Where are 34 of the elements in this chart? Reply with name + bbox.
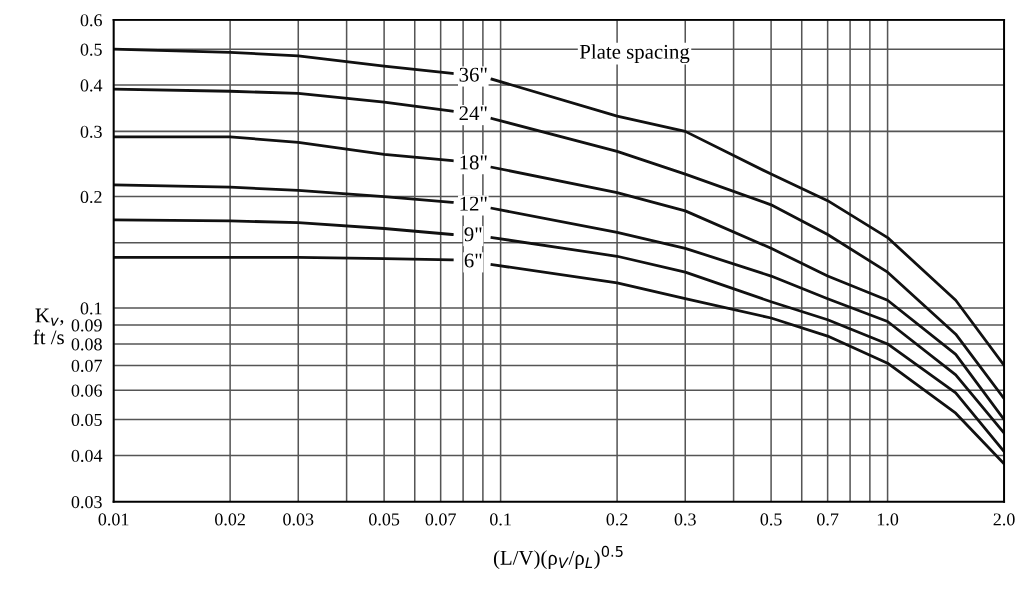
y-tick-label: 0.03 xyxy=(71,495,102,509)
series-label: 24" xyxy=(459,106,487,121)
x-tick-label: 0.1 xyxy=(490,513,511,526)
x-tick-label: 0.07 xyxy=(425,513,456,526)
y-tick-label: 0.06 xyxy=(71,384,102,397)
y-tick-label: 0.4 xyxy=(80,79,103,92)
series-label: 36" xyxy=(459,67,487,82)
x-tick-label: 0.03 xyxy=(283,513,314,526)
x-tick-label: 2.0 xyxy=(993,513,1015,526)
y-tick-label: 0.07 xyxy=(71,359,102,372)
y-tick-label: 0.2 xyxy=(80,190,102,204)
y-tick-label: 0.09 xyxy=(71,319,102,332)
x-tick-label: 0.05 xyxy=(369,513,400,526)
x-tick-label: 0.7 xyxy=(817,513,839,526)
x-tick-label: 0.02 xyxy=(215,513,245,526)
y-tick-label: 0.5 xyxy=(80,43,102,56)
x-axis-title: (L/V)(ρ$_{V}$/ρ$_{L}$)$^{0.5}$ xyxy=(493,545,623,570)
series-label: 12" xyxy=(460,196,487,211)
annotation: Plate spacing xyxy=(579,44,690,64)
y-tick-label: 0.05 xyxy=(71,413,102,427)
x-tick-label: 0.3 xyxy=(674,513,696,526)
series-label: 18" xyxy=(460,155,487,170)
y-axis-title: K$_{v}$, ft /s xyxy=(33,308,64,345)
x-tick-label: 0.2 xyxy=(606,513,628,526)
series-label: 6" xyxy=(464,253,482,268)
y-tick-label: 0.04 xyxy=(71,449,103,462)
y-tick-label: 0.6 xyxy=(80,14,102,27)
x-tick-label: 0.5 xyxy=(760,513,782,526)
x-tick-label: 1.0 xyxy=(877,513,899,526)
y-tick-label: 0.3 xyxy=(80,125,102,138)
series-label: 9" xyxy=(464,227,482,242)
y-tick-label: 0.08 xyxy=(71,338,102,351)
y-tick-label: 0.1 xyxy=(80,302,102,315)
x-tick-label: 0.01 xyxy=(98,513,129,526)
